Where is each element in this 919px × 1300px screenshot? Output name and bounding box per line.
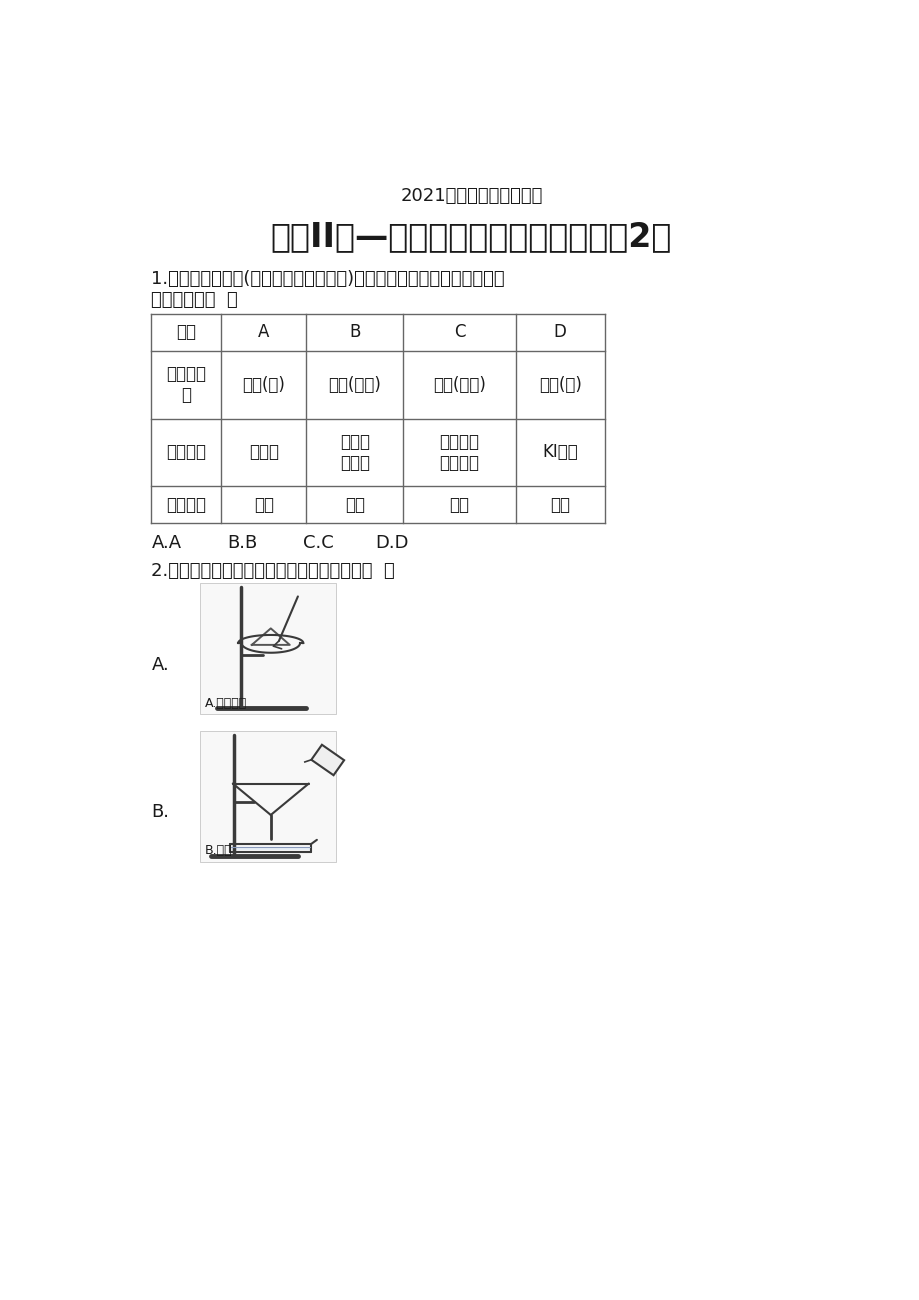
Text: 2021届高三化学三轮复习: 2021届高三化学三轮复习 — [400, 187, 542, 205]
Text: 溴苯(溴): 溴苯(溴) — [539, 376, 581, 394]
Text: 分液: 分液 — [345, 495, 365, 514]
Text: 除杂试剂: 除杂试剂 — [166, 443, 206, 461]
Text: 乙烷(乙烯): 乙烷(乙烯) — [433, 376, 485, 394]
Text: C: C — [453, 324, 465, 342]
Bar — [200, 584, 335, 714]
Text: B.过滤: B.过滤 — [205, 845, 233, 858]
Text: A.灼烧固体: A.灼烧固体 — [205, 697, 247, 710]
Text: A.: A. — [152, 655, 169, 673]
Text: 乙醇(乙酸): 乙醇(乙酸) — [328, 376, 380, 394]
Text: D.D: D.D — [375, 534, 408, 552]
Text: A.A: A.A — [152, 534, 181, 552]
Text: 蒸馏: 蒸馏 — [254, 495, 274, 514]
Text: 分液: 分液 — [550, 495, 570, 514]
Text: D: D — [553, 324, 566, 342]
Text: 生石灰: 生石灰 — [248, 443, 278, 461]
Text: 被提纯物
质: 被提纯物 质 — [166, 365, 206, 404]
Text: KI溶液: KI溶液 — [542, 443, 577, 461]
Bar — [232, 846, 310, 850]
Text: 酸性高锰
酸钾溶液: 酸性高锰 酸钾溶液 — [439, 433, 479, 472]
Text: C.C: C.C — [303, 534, 334, 552]
Text: A: A — [258, 324, 269, 342]
Text: B: B — [349, 324, 360, 342]
Text: 乙醇(水): 乙醇(水) — [242, 376, 285, 394]
Text: 1.为提纯下列物质(括号内的物质为杂质)，所选用的除杂试剂和分离方法: 1.为提纯下列物质(括号内的物质为杂质)，所选用的除杂试剂和分离方法 — [152, 270, 505, 289]
Text: 都正确的是（  ）: 都正确的是（ ） — [152, 291, 238, 309]
Text: 选项: 选项 — [176, 324, 196, 342]
Text: B.: B. — [152, 803, 169, 822]
Text: 氢氧化
钠溶液: 氢氧化 钠溶液 — [339, 433, 369, 472]
Text: 分离方法: 分离方法 — [166, 495, 206, 514]
Text: 2.下列用于分离、提纯物质的装置正确的是（  ）: 2.下列用于分离、提纯物质的装置正确的是（ ） — [152, 562, 395, 580]
Text: B.B: B.B — [227, 534, 257, 552]
Bar — [200, 731, 335, 862]
Text: 洗气: 洗气 — [449, 495, 469, 514]
Text: 全国II卷—物质的制备、除杂、提纯（2）: 全国II卷—物质的制备、除杂、提纯（2） — [270, 221, 672, 254]
Bar — [311, 745, 344, 775]
